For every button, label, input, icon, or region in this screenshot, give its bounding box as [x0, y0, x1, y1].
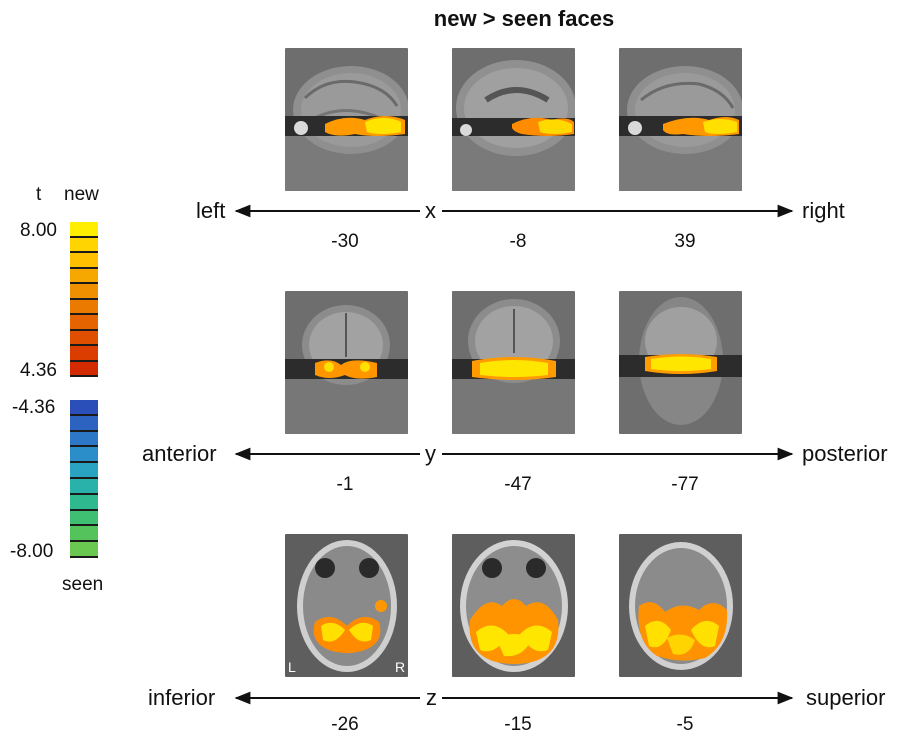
y-coord-2: -47: [504, 474, 532, 495]
colorbar-segment: [70, 415, 98, 432]
colorbar-new-label: new: [64, 184, 99, 205]
colorbar-segment: [70, 463, 98, 479]
row-z-left-label: inferior: [148, 685, 216, 710]
colorbar-segment: [70, 479, 98, 495]
colorbar-negative-gradient: [70, 400, 98, 558]
sagittal-slice-1: [285, 48, 408, 191]
colorbar-segment: [70, 431, 98, 448]
row-x-right-label: right: [802, 198, 845, 223]
colorbar-segment: [70, 222, 98, 238]
colorbar-segment: [70, 284, 98, 300]
sagittal-slice-3: [619, 48, 742, 191]
colorbar-segment: [70, 346, 98, 362]
orientation-left: L: [288, 659, 296, 675]
row-z-axis-label: z: [426, 685, 437, 710]
coronal-slice-3: [619, 291, 742, 434]
row-y-right-label: posterior: [802, 441, 888, 466]
row-y-axis-label: y: [425, 441, 436, 466]
axial-slice-3: [619, 534, 742, 677]
axial-slice-2: [452, 534, 575, 677]
sagittal-slice-2: [452, 48, 575, 191]
colorbar-positive-gradient: [70, 222, 98, 377]
colorbar-segment: [70, 510, 98, 527]
axial-slice-1: L R: [285, 534, 408, 677]
colorbar-segment: [70, 494, 98, 511]
row-z-right-label: superior: [806, 685, 886, 710]
colorbar-t-label: t: [36, 184, 42, 205]
z-coord-2: -15: [504, 714, 532, 735]
coronal-slice-2: [452, 291, 575, 434]
colorbar-segment: [70, 447, 98, 464]
coronal-slice-1: [285, 291, 408, 434]
colorbar-positive-max: 8.00: [20, 220, 57, 241]
colorbar-segment: [70, 542, 98, 558]
colorbar-segment: [70, 330, 98, 346]
row-y-left-label: anterior: [142, 441, 217, 466]
y-coord-3: -77: [671, 474, 699, 495]
orientation-right: R: [395, 659, 405, 675]
z-coord-3: -5: [676, 714, 694, 735]
colorbar-segment: [70, 526, 98, 543]
colorbar-segment: [70, 253, 98, 269]
x-coord-2: -8: [509, 231, 527, 252]
y-coord-1: -1: [336, 474, 354, 495]
colorbar-positive-min: 4.36: [20, 360, 57, 381]
colorbar-segment: [70, 237, 98, 253]
colorbar-segment: [70, 268, 98, 284]
colorbar-negative-min: -4.36: [12, 397, 56, 418]
x-coord-1: -30: [331, 231, 359, 252]
colorbar-segment: [70, 361, 98, 377]
z-coord-1: -26: [331, 714, 359, 735]
x-coord-3: 39: [674, 231, 696, 252]
row-x-left-label: left: [196, 198, 226, 223]
colorbar-segment: [70, 315, 98, 331]
row-x-axis-label: x: [425, 198, 436, 223]
colorbar-segment: [70, 299, 98, 315]
figure-title: new > seen faces: [433, 6, 615, 31]
colorbar-negative-max: -8.00: [10, 541, 54, 562]
colorbar-segment: [70, 400, 98, 416]
colorbar-seen-label: seen: [62, 574, 104, 595]
